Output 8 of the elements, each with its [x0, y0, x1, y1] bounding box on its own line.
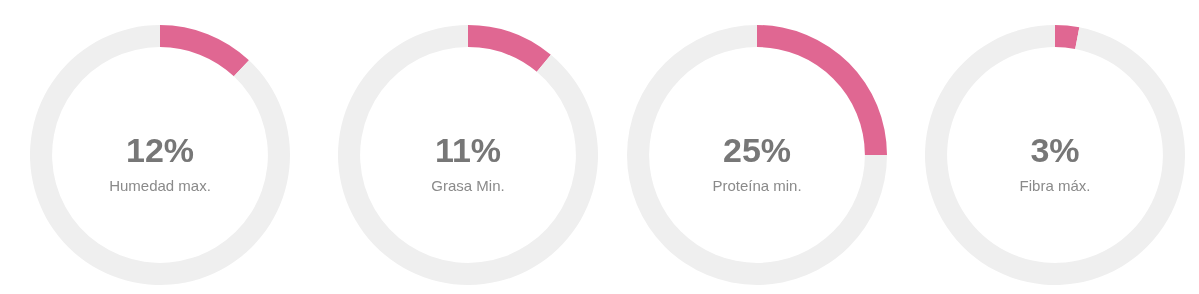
data-label: 25% [722, 131, 792, 169]
data-label: 11% [434, 131, 502, 169]
slice-label: Grasa Min. [431, 177, 505, 194]
slice-label: Fibra máx. [1019, 177, 1091, 194]
slice-label: Proteína min. [712, 177, 802, 194]
slice-label: Humedad max. [109, 177, 211, 194]
data-label: 12% [125, 131, 195, 169]
data-label: 3% [1030, 131, 1080, 169]
